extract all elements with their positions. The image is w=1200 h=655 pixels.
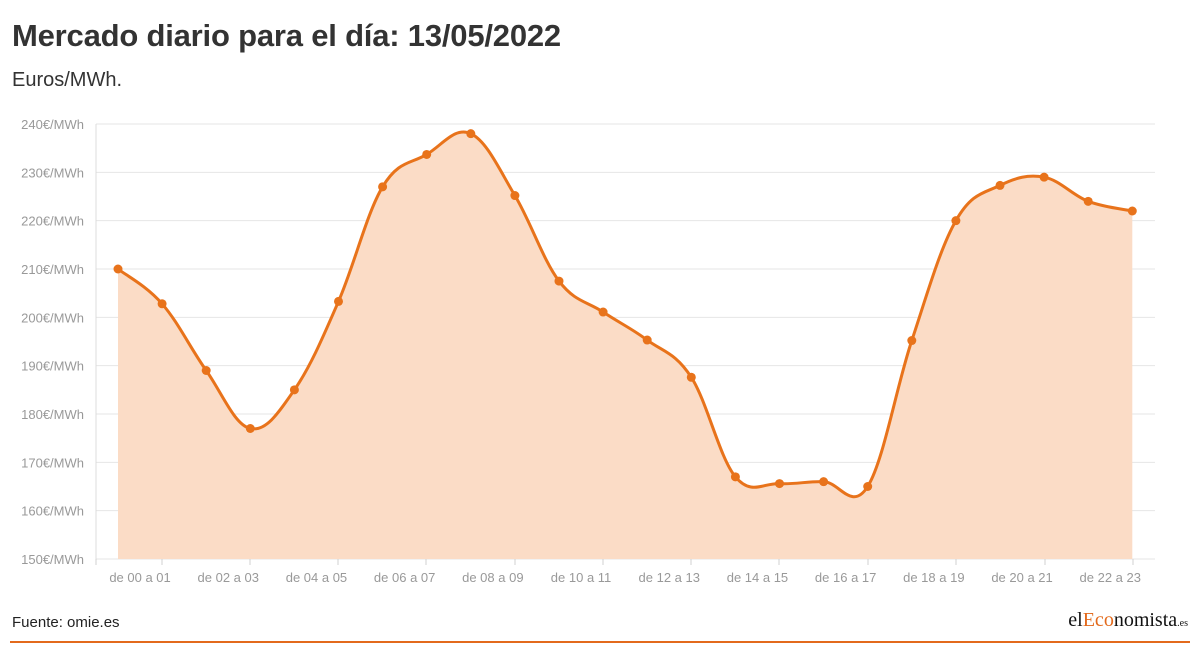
y-axis-ticks: 150€/MWh 160€/MWh 170€/MWh 180€/MWh 190€/MWh…	[21, 117, 84, 567]
y-tick-label: 190€/MWh	[21, 359, 84, 374]
data-point-18[interactable]	[907, 336, 917, 346]
x-tick-label: de 00 a 01	[109, 570, 170, 585]
y-tick-label: 210€/MWh	[21, 262, 84, 277]
data-point-19[interactable]	[951, 216, 961, 226]
data-point-15[interactable]	[775, 479, 784, 489]
data-points	[113, 129, 1137, 491]
data-point-9[interactable]	[510, 191, 520, 201]
source-note: Fuente: omie.es	[12, 614, 120, 631]
logo-part-el: el	[1068, 609, 1083, 631]
data-point-17[interactable]	[863, 482, 873, 491]
y-tick-label: 240€/MWh	[21, 117, 84, 132]
chart-title: Mercado diario para el día: 13/05/2022	[12, 18, 561, 53]
data-point-1[interactable]	[157, 299, 167, 309]
x-tick-label: de 12 a 13	[639, 570, 700, 585]
data-point-7[interactable]	[422, 149, 432, 159]
chart-subtitle: Euros/MWh.	[12, 69, 123, 91]
x-tick-label: de 22 a 23	[1080, 570, 1141, 585]
y-tick-label: 170€/MWh	[21, 455, 84, 470]
data-point-5[interactable]	[334, 296, 343, 306]
x-tick-label: de 02 a 03	[198, 570, 259, 585]
y-tick-label: 160€/MWh	[21, 504, 84, 519]
x-tick-label: de 06 a 07	[374, 570, 435, 585]
y-tick-label: 150€/MWh	[21, 552, 84, 567]
logo-part-eco: Eco	[1082, 609, 1114, 631]
data-point-12[interactable]	[642, 335, 652, 345]
x-tick-label: de 16 a 17	[815, 570, 876, 585]
x-tick-label: de 08 a 09	[462, 570, 523, 585]
data-point-10[interactable]	[554, 276, 564, 286]
y-tick-label: 230€/MWh	[21, 165, 84, 180]
logo-part-tld: .es	[1177, 618, 1188, 629]
data-point-2[interactable]	[201, 366, 211, 375]
data-point-0[interactable]	[113, 264, 123, 274]
y-tick-label: 200€/MWh	[21, 310, 84, 325]
logo-part-nomista: nomista	[1113, 609, 1178, 631]
y-tick-label: 180€/MWh	[21, 407, 84, 422]
footer-divider	[10, 641, 1190, 643]
x-tick-label: de 18 a 19	[903, 570, 964, 585]
data-point-23[interactable]	[1127, 206, 1137, 216]
data-point-16[interactable]	[819, 477, 829, 487]
x-tick-label: de 14 a 15	[727, 570, 788, 585]
y-tick-label: 220€/MWh	[21, 214, 84, 229]
data-point-13[interactable]	[686, 372, 696, 382]
data-point-4[interactable]	[289, 385, 299, 395]
chart-area: 150€/MWh 160€/MWh 170€/MWh 180€/MWh 190€/MWh…	[21, 117, 1155, 585]
data-point-11[interactable]	[598, 307, 608, 317]
data-point-8[interactable]	[466, 129, 476, 139]
x-tick-label: de 10 a 11	[551, 570, 611, 585]
data-point-21[interactable]	[1039, 172, 1049, 182]
publisher-logo[interactable]: elEconomista.es	[1068, 609, 1188, 632]
data-point-6[interactable]	[378, 182, 388, 192]
x-tick-label: de 04 a 05	[286, 570, 347, 585]
area-fill	[118, 131, 1133, 559]
x-axis-ticks: de 00 a 01 de 02 a 03 de 04 a 05 de 06 a 07…	[95, 559, 1141, 585]
data-point-3[interactable]	[245, 424, 255, 433]
x-tick-label: de 20 a 21	[991, 570, 1052, 585]
data-point-14[interactable]	[730, 472, 740, 482]
data-point-20[interactable]	[995, 180, 1005, 190]
data-point-22[interactable]	[1083, 196, 1093, 206]
